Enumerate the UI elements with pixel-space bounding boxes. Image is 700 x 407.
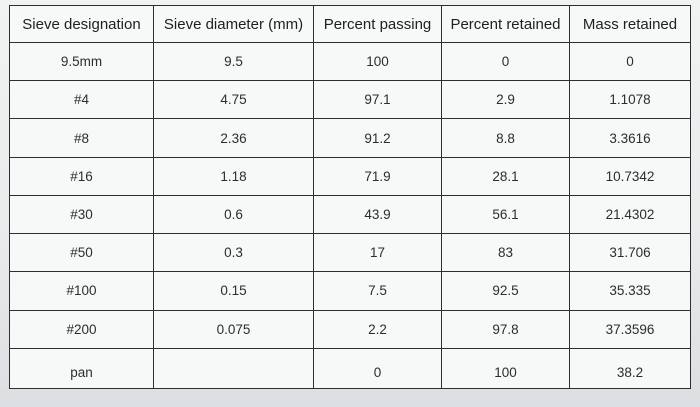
cell-percent-retained: 83: [441, 233, 570, 273]
cell-mass-retained: 1.1078: [569, 80, 691, 120]
cell-sieve-designation: #50: [9, 233, 154, 273]
table-row: 9.5mm 9.5 100 0 0: [9, 41, 691, 82]
cell-percent-passing: 91.2: [313, 118, 442, 158]
cell-sieve-designation: #8: [9, 118, 154, 158]
table-row: #100 0.15 7.5 92.5 35.335: [9, 271, 691, 311]
cell-percent-retained: 100: [441, 347, 570, 390]
cell-sieve-diameter: 2.36: [153, 118, 314, 158]
cell-sieve-designation: pan: [9, 347, 154, 390]
table-row: #200 0.075 2.2 97.8 37.3596: [9, 309, 691, 349]
cell-sieve-diameter: 1.18: [153, 156, 314, 196]
sieve-analysis-table: Sieve designation Sieve diameter (mm) Pe…: [9, 5, 691, 390]
cell-sieve-diameter: 0.15: [153, 271, 314, 311]
cell-sieve-diameter: 0.3: [153, 233, 314, 273]
cell-sieve-designation: #200: [9, 309, 154, 349]
cell-mass-retained: 35.335: [569, 271, 691, 311]
cell-percent-retained: 2.9: [441, 80, 570, 120]
cell-sieve-designation: #4: [9, 80, 154, 120]
header-row: Sieve designation Sieve diameter (mm) Pe…: [9, 5, 691, 43]
table-row: #4 4.75 97.1 2.9 1.1078: [9, 80, 691, 120]
cell-sieve-diameter: [153, 347, 314, 390]
header-sieve-designation: Sieve designation: [9, 5, 154, 43]
cell-sieve-diameter: 0.075: [153, 309, 314, 349]
cell-percent-retained: 97.8: [441, 309, 570, 349]
table-row: pan 0 100 38.2: [9, 347, 691, 390]
cell-sieve-designation: 9.5mm: [9, 41, 154, 82]
cell-percent-passing: 97.1: [313, 80, 442, 120]
cell-percent-passing: 7.5: [313, 271, 442, 311]
cell-sieve-designation: #30: [9, 194, 154, 235]
header-mass-retained: Mass retained: [569, 5, 691, 43]
cell-percent-retained: 92.5: [441, 271, 570, 311]
cell-percent-passing: 100: [313, 41, 442, 82]
header-percent-retained: Percent retained: [441, 5, 570, 43]
cell-sieve-diameter: 0.6: [153, 194, 314, 235]
cell-mass-retained: 3.3616: [569, 118, 691, 158]
cell-mass-retained: 10.7342: [569, 156, 691, 196]
table-row: #30 0.6 43.9 56.1 21.4302: [9, 194, 691, 235]
table-row: #8 2.36 91.2 8.8 3.3616: [9, 118, 691, 158]
header-percent-passing: Percent passing: [313, 5, 442, 43]
table-row: #50 0.3 17 83 31.706: [9, 233, 691, 273]
cell-sieve-diameter: 9.5: [153, 41, 314, 82]
cell-percent-retained: 0: [441, 41, 570, 82]
cell-mass-retained: 37.3596: [569, 309, 691, 349]
cell-mass-retained: 0: [569, 41, 691, 82]
cell-sieve-designation: #100: [9, 271, 154, 311]
cell-percent-retained: 8.8: [441, 118, 570, 158]
cell-percent-passing: 17: [313, 233, 442, 273]
cell-percent-retained: 28.1: [441, 156, 570, 196]
cell-mass-retained: 21.4302: [569, 194, 691, 235]
cell-percent-passing: 43.9: [313, 194, 442, 235]
header-sieve-diameter: Sieve diameter (mm): [153, 5, 314, 43]
cell-sieve-designation: #16: [9, 156, 154, 196]
cell-percent-passing: 71.9: [313, 156, 442, 196]
cell-mass-retained: 31.706: [569, 233, 691, 273]
cell-percent-passing: 2.2: [313, 309, 442, 349]
cell-percent-passing: 0: [313, 347, 442, 390]
cell-mass-retained: 38.2: [569, 347, 691, 390]
table-row: #16 1.18 71.9 28.1 10.7342: [9, 156, 691, 196]
cell-sieve-diameter: 4.75: [153, 80, 314, 120]
cell-percent-retained: 56.1: [441, 194, 570, 235]
